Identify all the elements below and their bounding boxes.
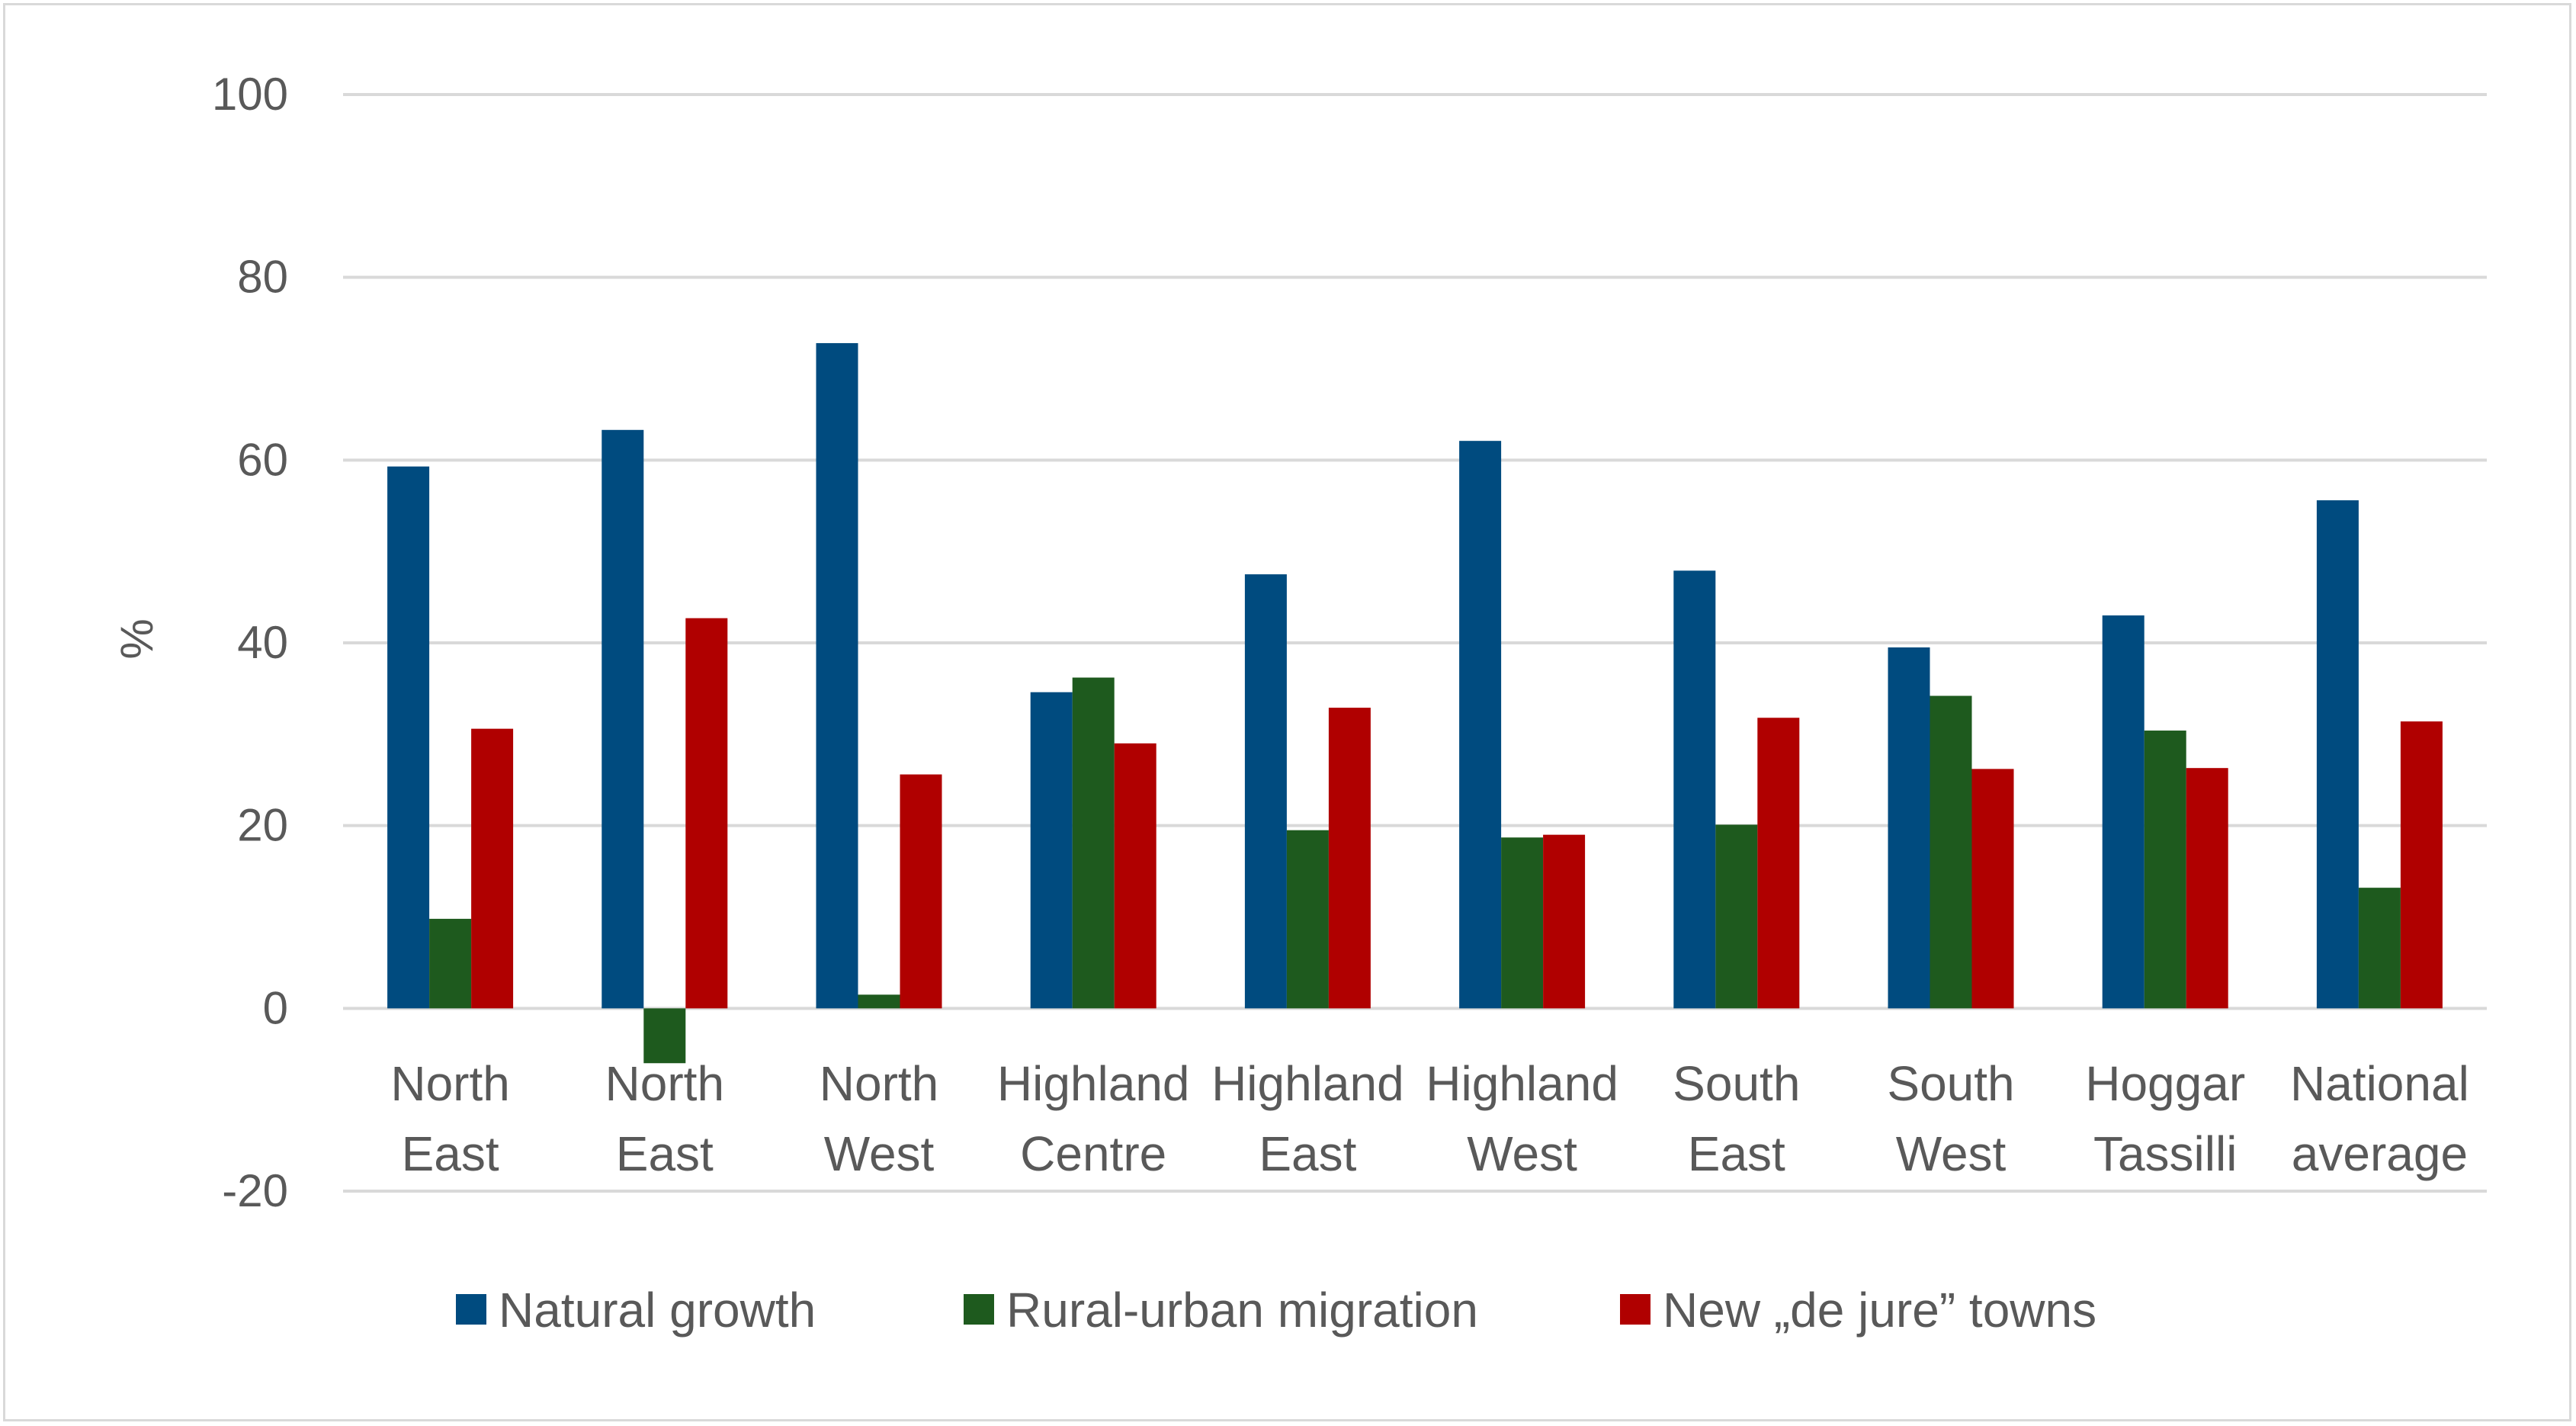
bar-new-de-jure-towns — [1543, 834, 1586, 1009]
bar-new-de-jure-towns — [1114, 743, 1156, 1009]
x-category-label: West — [1896, 1126, 2007, 1181]
y-tick-label: 100 — [212, 69, 288, 120]
y-tick-label: 0 — [263, 982, 288, 1033]
bar-new-de-jure-towns — [900, 774, 942, 1009]
bar-natural-growth — [1673, 570, 1716, 1009]
x-axis-categories: North East North East North West Highland Centr… — [390, 1056, 2469, 1181]
x-category-label: Centre — [1020, 1126, 1166, 1181]
x-category-label: West — [1467, 1126, 1577, 1181]
x-category-label: East — [402, 1126, 499, 1181]
bar-rural-urban-migration — [1715, 824, 1758, 1009]
x-category-label: Highland — [997, 1056, 1190, 1111]
legend-label: Natural growth — [499, 1283, 816, 1338]
bars — [387, 342, 2443, 1064]
y-tick-label: -20 — [222, 1165, 288, 1216]
x-category-label: South — [1887, 1056, 2014, 1111]
x-category-label: Highland — [1211, 1056, 1404, 1111]
x-category-label: National — [2290, 1056, 2469, 1111]
y-tick-label: 20 — [237, 800, 288, 851]
x-category-label: North — [390, 1056, 510, 1111]
x-category-label: East — [616, 1126, 714, 1181]
y-tick-label: 80 — [237, 252, 288, 303]
bar-natural-growth — [2316, 500, 2359, 1009]
bar-rural-urban-migration — [643, 1008, 686, 1064]
x-category-label: West — [824, 1126, 935, 1181]
legend-item: Natural growth — [456, 1283, 816, 1338]
bar-natural-growth — [1888, 647, 1930, 1009]
bar-natural-growth — [601, 429, 644, 1009]
bar-new-de-jure-towns — [1757, 718, 1800, 1009]
x-category-label: East — [1688, 1126, 1785, 1181]
y-tick-label: 40 — [237, 617, 288, 668]
y-axis-title: % — [111, 618, 162, 659]
bar-natural-growth — [2102, 615, 2145, 1009]
legend-swatch — [1620, 1294, 1651, 1325]
x-category-label: North — [820, 1056, 939, 1111]
bar-rural-urban-migration — [858, 994, 900, 1009]
x-category-label: North — [605, 1056, 725, 1111]
bar-new-de-jure-towns — [2186, 768, 2228, 1009]
x-category-label: Hoggar — [2085, 1056, 2245, 1111]
legend-label: New „de jure” towns — [1663, 1283, 2096, 1338]
bar-rural-urban-migration — [1072, 677, 1115, 1009]
x-category-label: average — [2292, 1126, 2468, 1181]
bar-rural-urban-migration — [2144, 731, 2186, 1009]
bar-natural-growth — [1030, 692, 1073, 1009]
legend-item: New „de jure” towns — [1620, 1283, 2096, 1338]
x-category-label: Highland — [1426, 1056, 1618, 1111]
bar-natural-growth — [1244, 574, 1287, 1009]
legend: Natural growth Rural-urban migration New „… — [456, 1283, 2096, 1338]
legend-swatch — [964, 1294, 994, 1325]
bar-rural-urban-migration — [1286, 830, 1329, 1009]
bar-natural-growth — [1459, 441, 1502, 1009]
bar-natural-growth — [387, 466, 430, 1009]
bar-new-de-jure-towns — [471, 728, 514, 1009]
y-axis-ticks: 100 80 60 40 20 0 -20 — [212, 69, 288, 1216]
y-tick-label: 60 — [237, 434, 288, 485]
x-category-label: Tassilli — [2093, 1126, 2237, 1181]
legend-swatch — [456, 1294, 486, 1325]
legend-item: Rural-urban migration — [964, 1283, 1478, 1338]
bar-rural-urban-migration — [429, 918, 472, 1009]
bar-new-de-jure-towns — [1328, 708, 1371, 1009]
x-category-label: East — [1259, 1126, 1356, 1181]
x-category-label: South — [1673, 1056, 1800, 1111]
bar-new-de-jure-towns — [685, 618, 728, 1009]
bar-rural-urban-migration — [2358, 888, 2401, 1009]
bar-new-de-jure-towns — [1971, 769, 2014, 1009]
bar-natural-growth — [816, 342, 858, 1009]
bar-rural-urban-migration — [1930, 695, 1972, 1009]
legend-label: Rural-urban migration — [1006, 1283, 1478, 1338]
bar-new-de-jure-towns — [2400, 721, 2443, 1009]
bar-rural-urban-migration — [1501, 837, 1544, 1009]
